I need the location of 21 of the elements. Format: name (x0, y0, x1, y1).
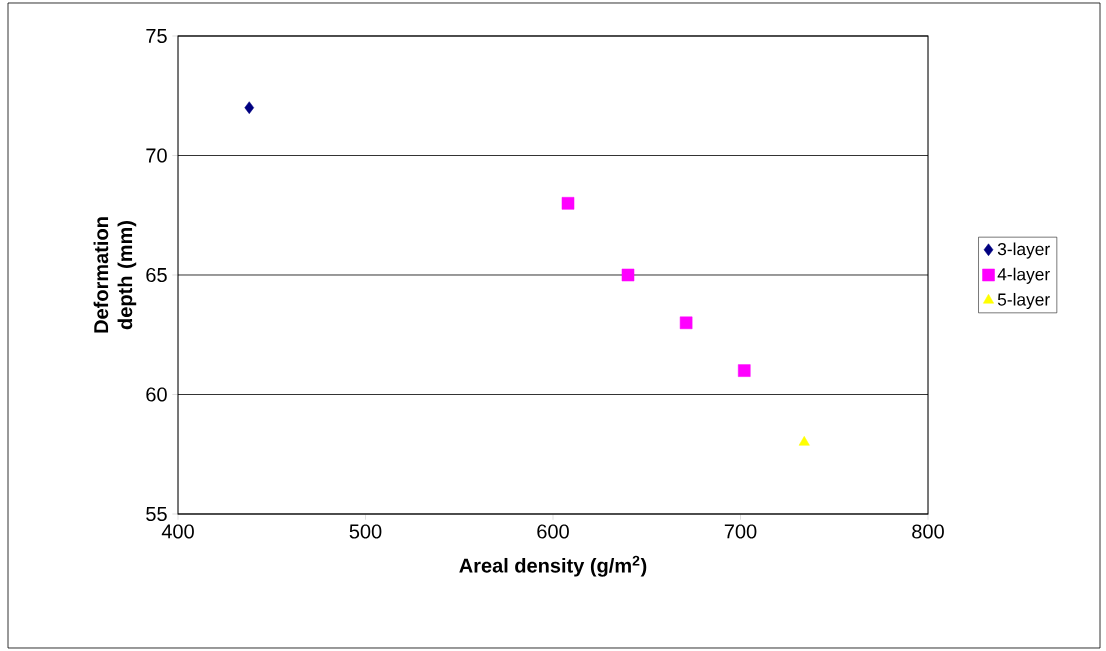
x-tick-label: 700 (724, 524, 757, 539)
y-tick-label: 75 (146, 29, 167, 43)
x-tick-label: 600 (537, 524, 569, 539)
x-tick-label: 500 (349, 524, 382, 539)
legend-label: 5-layer (997, 292, 1050, 310)
legend-label: 3-layer (997, 242, 1050, 259)
y-tick-label: 70 (146, 148, 167, 163)
y-axis-title: Deformation depth (mm) (93, 217, 137, 333)
point (244, 101, 255, 114)
y-tick-label: 60 (146, 387, 167, 402)
point (561, 197, 575, 210)
point (679, 316, 693, 330)
legend-label: 4-layer (997, 267, 1050, 284)
y-tick-label: 65 (146, 267, 167, 283)
x-tick-label: 400 (161, 524, 194, 539)
x-tick-label: 800 (912, 524, 944, 539)
point (798, 436, 810, 446)
point (737, 364, 751, 377)
x-axis-title: Areal density (g/m$^{2}$) (459, 555, 647, 577)
point (621, 268, 635, 282)
y-tick-label: 55 (146, 507, 167, 521)
